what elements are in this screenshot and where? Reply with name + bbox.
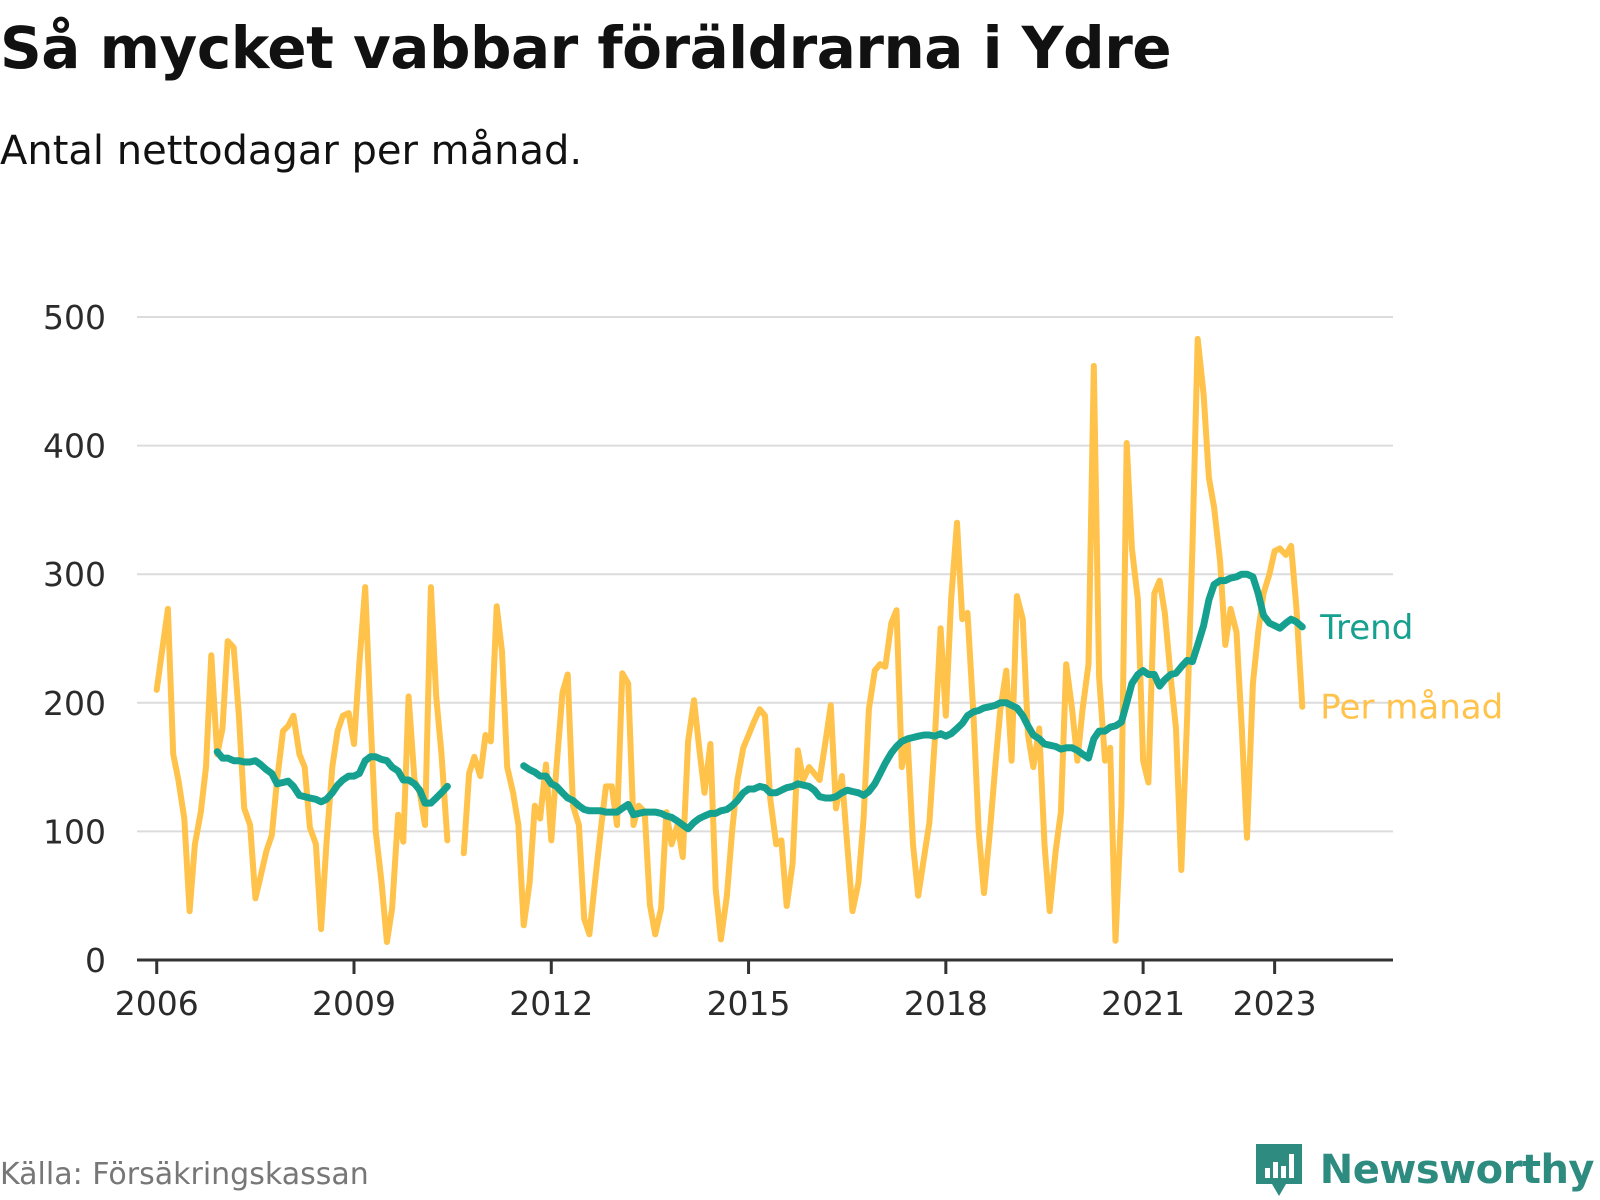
y-tick-label-500: 500 bbox=[43, 298, 106, 337]
y-tick-label-400: 400 bbox=[43, 427, 106, 466]
series-label-per-manad: Per månad bbox=[1320, 688, 1503, 728]
source-note: Källa: Försäkringskassan bbox=[0, 1157, 369, 1192]
series-label-trend: Trend bbox=[1319, 608, 1413, 648]
x-tick-label-2012: 2012 bbox=[509, 984, 593, 1023]
x-axis-ticks: 2006 2009 2012 2015 2018 2021 2023 bbox=[115, 960, 1317, 1023]
y-tick-label-0: 0 bbox=[85, 941, 106, 980]
brand-name: Newsworthy bbox=[1319, 1147, 1595, 1193]
x-tick-label-2023: 2023 bbox=[1233, 984, 1317, 1023]
x-tick-label-2006: 2006 bbox=[115, 984, 199, 1023]
bar-chart-icon bbox=[1255, 1144, 1302, 1196]
brand-logo: Newsworthy bbox=[1252, 1140, 1595, 1200]
grid-lines bbox=[137, 316, 1393, 833]
series-line-trend-segment-1 bbox=[520, 570, 1306, 833]
x-tick-label-2018: 2018 bbox=[904, 984, 988, 1023]
series-labels: Per månad Trend bbox=[1319, 608, 1503, 728]
series-group bbox=[153, 335, 1306, 945]
y-tick-label-200: 200 bbox=[43, 684, 106, 723]
series-line-per-manad-segment-1 bbox=[460, 335, 1306, 944]
chart-title: Så mycket vabbar föräldrarna i Ydre bbox=[0, 14, 1172, 82]
x-tick-label-2021: 2021 bbox=[1101, 984, 1185, 1023]
y-axis-labels: 0 100 200 300 400 500 bbox=[43, 298, 106, 980]
chart-subtitle: Antal nettodagar per månad. bbox=[0, 128, 583, 174]
y-tick-label-300: 300 bbox=[43, 555, 106, 594]
x-tick-label-2009: 2009 bbox=[312, 984, 396, 1023]
y-tick-label-100: 100 bbox=[43, 812, 106, 851]
series-line-trend-segment-0 bbox=[213, 748, 451, 807]
series-line-per-manad-segment-0 bbox=[153, 584, 451, 945]
x-tick-label-2015: 2015 bbox=[707, 984, 791, 1023]
